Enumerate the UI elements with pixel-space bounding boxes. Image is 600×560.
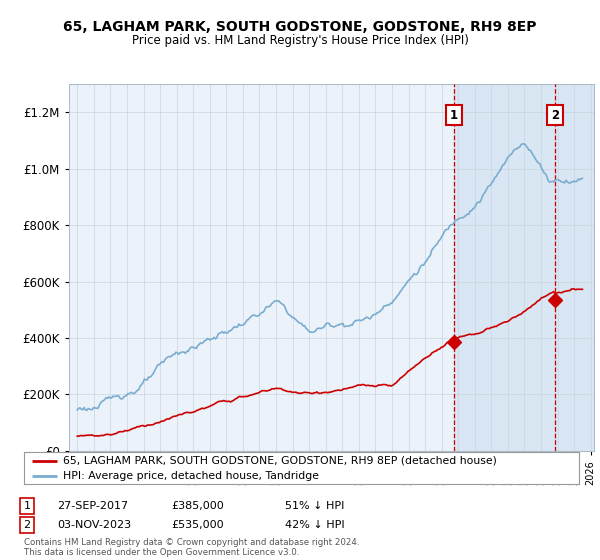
Text: HPI: Average price, detached house, Tandridge: HPI: Average price, detached house, Tand…	[63, 470, 319, 480]
Text: 03-NOV-2023: 03-NOV-2023	[57, 520, 131, 530]
Text: Price paid vs. HM Land Registry's House Price Index (HPI): Price paid vs. HM Land Registry's House …	[131, 34, 469, 46]
Text: £385,000: £385,000	[171, 501, 224, 511]
Text: 1: 1	[23, 501, 31, 511]
Text: 1: 1	[449, 109, 458, 122]
Text: 65, LAGHAM PARK, SOUTH GODSTONE, GODSTONE, RH9 8EP (detached house): 65, LAGHAM PARK, SOUTH GODSTONE, GODSTON…	[63, 456, 497, 466]
Text: 2: 2	[23, 520, 31, 530]
Bar	[454, 84, 555, 451]
Text: 2: 2	[551, 109, 559, 122]
Bar	[555, 84, 594, 451]
Text: 51% ↓ HPI: 51% ↓ HPI	[285, 501, 344, 511]
Text: 65, LAGHAM PARK, SOUTH GODSTONE, GODSTONE, RH9 8EP: 65, LAGHAM PARK, SOUTH GODSTONE, GODSTON…	[63, 20, 537, 34]
Text: 27-SEP-2017: 27-SEP-2017	[57, 501, 128, 511]
Text: Contains HM Land Registry data © Crown copyright and database right 2024.
This d: Contains HM Land Registry data © Crown c…	[24, 538, 359, 557]
Text: £535,000: £535,000	[171, 520, 224, 530]
Text: 42% ↓ HPI: 42% ↓ HPI	[285, 520, 344, 530]
